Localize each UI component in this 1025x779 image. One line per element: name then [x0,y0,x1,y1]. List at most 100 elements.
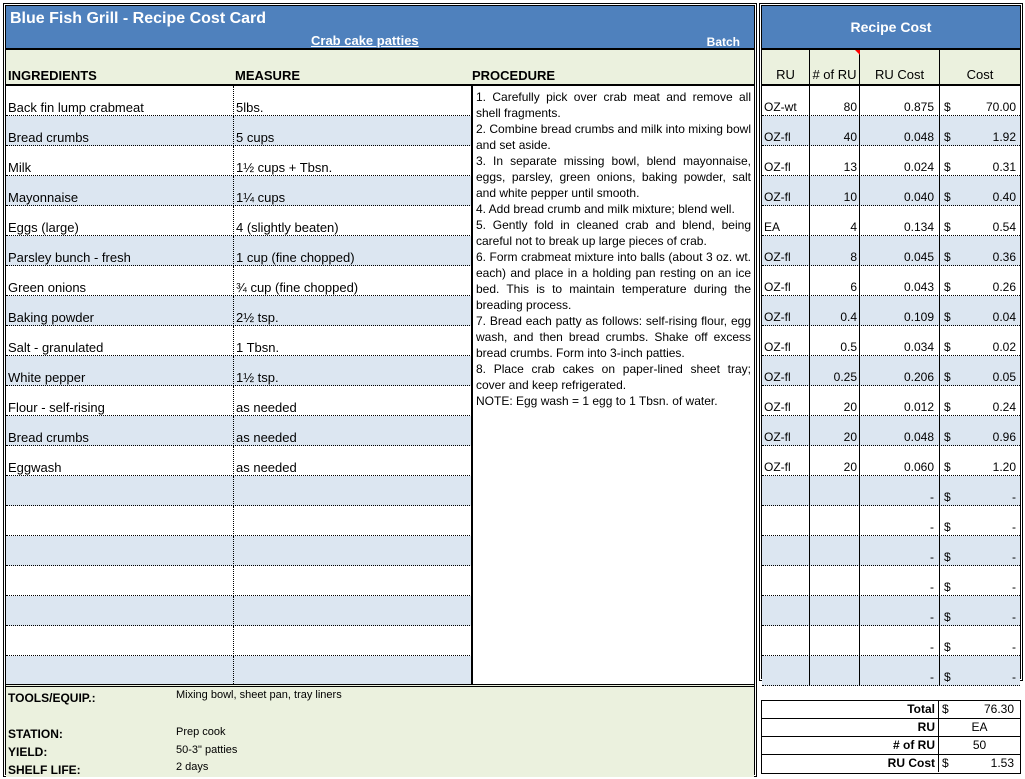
num-ru-cell[interactable]: 6 [810,266,860,296]
totals-value[interactable]: 76.30 [983,702,1014,716]
ru-cell[interactable]: OZ-fl [762,326,810,356]
num-ru-cell[interactable]: 40 [810,116,860,146]
ingredient-name[interactable] [6,656,234,686]
ingredient-measure[interactable] [234,626,471,656]
ru-cell[interactable]: OZ-fl [762,266,810,296]
cost-cell[interactable]: - [1012,520,1016,534]
ru-cell[interactable]: OZ-fl [762,416,810,446]
ingredient-measure[interactable] [234,656,471,686]
ru-cost-cell[interactable]: 0.875 [860,86,940,116]
ru-cell[interactable] [762,536,810,566]
ingredient-name[interactable] [6,566,234,596]
num-ru-cell[interactable]: 20 [810,446,860,476]
num-ru-cell[interactable]: 8 [810,236,860,266]
ingredient-measure[interactable] [234,506,471,536]
ingredient-name[interactable]: Bread crumbs [6,416,234,446]
num-ru-cell[interactable] [810,596,860,626]
num-ru-cell[interactable]: 10 [810,176,860,206]
ru-cost-cell[interactable]: - [860,626,940,656]
num-ru-cell[interactable] [810,656,860,686]
ingredient-measure[interactable] [234,476,471,506]
cost-cell[interactable]: 0.96 [992,430,1016,444]
totals-value[interactable]: 50 [972,738,987,752]
ingredient-name[interactable] [6,626,234,656]
ingredient-name[interactable]: Green onions [6,266,234,296]
num-ru-cell[interactable]: 4 [810,206,860,236]
ingredient-measure[interactable] [234,566,471,596]
ingredient-name[interactable] [6,536,234,566]
ru-cost-cell[interactable]: - [860,596,940,626]
num-ru-cell[interactable]: 80 [810,86,860,116]
ru-cell[interactable]: OZ-fl [762,386,810,416]
ru-cost-cell[interactable]: 0.048 [860,116,940,146]
ru-cost-cell[interactable]: 0.024 [860,146,940,176]
ingredient-measure[interactable]: 2½ tsp. [236,310,279,325]
ingredient-name[interactable]: Back fin lump crabmeat [6,86,234,116]
cost-cell[interactable]: 0.31 [992,160,1016,174]
totals-value[interactable]: EA [971,720,988,734]
ru-cell[interactable] [762,476,810,506]
num-ru-cell[interactable]: 0.25 [810,356,860,386]
ingredient-name[interactable]: Milk [6,146,234,176]
ru-cost-cell[interactable]: 0.048 [860,416,940,446]
ru-cell[interactable] [762,656,810,686]
ingredient-measure[interactable]: 1 cup (fine chopped) [236,250,355,265]
ru-cost-cell[interactable]: 0.012 [860,386,940,416]
num-ru-cell[interactable] [810,626,860,656]
ru-cost-cell[interactable]: - [860,476,940,506]
ingredient-measure[interactable]: 1½ tsp. [236,370,279,385]
station-value[interactable]: Prep cook [176,726,226,738]
procedure-text[interactable]: 1. Carefully pick over crab meat and rem… [471,84,754,685]
ingredient-name[interactable]: Eggs (large) [6,206,234,236]
ingredient-name[interactable] [6,506,234,536]
comment-marker-icon[interactable] [855,50,860,55]
num-ru-cell[interactable]: 0.5 [810,326,860,356]
recipe-name[interactable]: Crab cake patties [311,33,419,48]
ru-cost-cell[interactable]: 0.060 [860,446,940,476]
ru-cost-cell[interactable]: 0.034 [860,326,940,356]
ingredient-name[interactable]: White pepper [6,356,234,386]
ingredient-name[interactable]: Baking powder [6,296,234,326]
ingredient-name[interactable]: Eggwash [6,446,234,476]
ingredient-name[interactable]: Parsley bunch - fresh [6,236,234,266]
ru-cost-cell[interactable]: - [860,506,940,536]
totals-value[interactable]: 1.53 [990,756,1014,770]
ru-cell[interactable] [762,566,810,596]
cost-cell[interactable]: - [1012,490,1016,504]
cost-cell[interactable]: 1.92 [992,130,1016,144]
ru-cell[interactable]: OZ-fl [762,116,810,146]
cost-cell[interactable]: 0.04 [992,310,1016,324]
ru-cost-cell[interactable]: 0.134 [860,206,940,236]
ingredient-measure[interactable]: as needed [236,430,297,445]
cost-cell[interactable]: - [1012,610,1016,624]
cost-cell[interactable]: 0.02 [992,340,1016,354]
ru-cost-cell[interactable]: 0.045 [860,236,940,266]
num-ru-cell[interactable] [810,476,860,506]
num-ru-cell[interactable] [810,506,860,536]
ingredient-measure[interactable]: 1½ cups + Tbsn. [236,160,333,175]
ru-cost-cell[interactable]: 0.206 [860,356,940,386]
ingredient-name[interactable]: Flour - self-rising [6,386,234,416]
ingredient-name[interactable]: Bread crumbs [6,116,234,146]
ingredient-measure[interactable]: 5 cups [236,130,275,145]
ru-cell[interactable] [762,506,810,536]
cost-cell[interactable]: - [1012,580,1016,594]
ru-cell[interactable]: EA [762,206,810,236]
ingredient-measure[interactable]: ¾ cup (fine chopped) [236,280,359,295]
ru-cell[interactable] [762,596,810,626]
ru-cell[interactable]: OZ-wt [762,86,810,116]
cost-cell[interactable]: 0.05 [992,370,1016,384]
ingredient-name[interactable]: Salt - granulated [6,326,234,356]
yield-value[interactable]: 50-3" patties [176,744,238,756]
ru-cell[interactable]: OZ-fl [762,356,810,386]
ru-cost-cell[interactable]: 0.040 [860,176,940,206]
num-ru-cell[interactable]: 13 [810,146,860,176]
num-ru-cell[interactable]: 0.4 [810,296,860,326]
ingredient-name[interactable] [6,476,234,506]
num-ru-cell[interactable]: 20 [810,416,860,446]
ru-cost-cell[interactable]: 0.043 [860,266,940,296]
ingredient-measure[interactable]: 1 Tbsn. [236,340,280,355]
ingredient-measure[interactable]: 4 (slightly beaten) [236,220,339,235]
cost-cell[interactable]: 1.20 [992,460,1016,474]
ru-cost-cell[interactable]: 0.109 [860,296,940,326]
